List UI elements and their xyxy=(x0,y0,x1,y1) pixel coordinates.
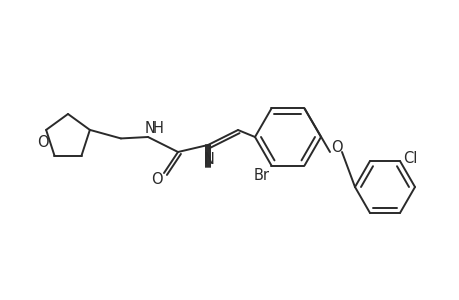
Text: Br: Br xyxy=(253,168,269,183)
Text: N: N xyxy=(203,152,214,166)
Text: N: N xyxy=(144,121,155,136)
Text: O: O xyxy=(151,172,162,188)
Text: H: H xyxy=(152,121,163,136)
Text: O: O xyxy=(330,140,342,154)
Text: Cl: Cl xyxy=(402,151,416,166)
Text: O: O xyxy=(38,135,49,150)
